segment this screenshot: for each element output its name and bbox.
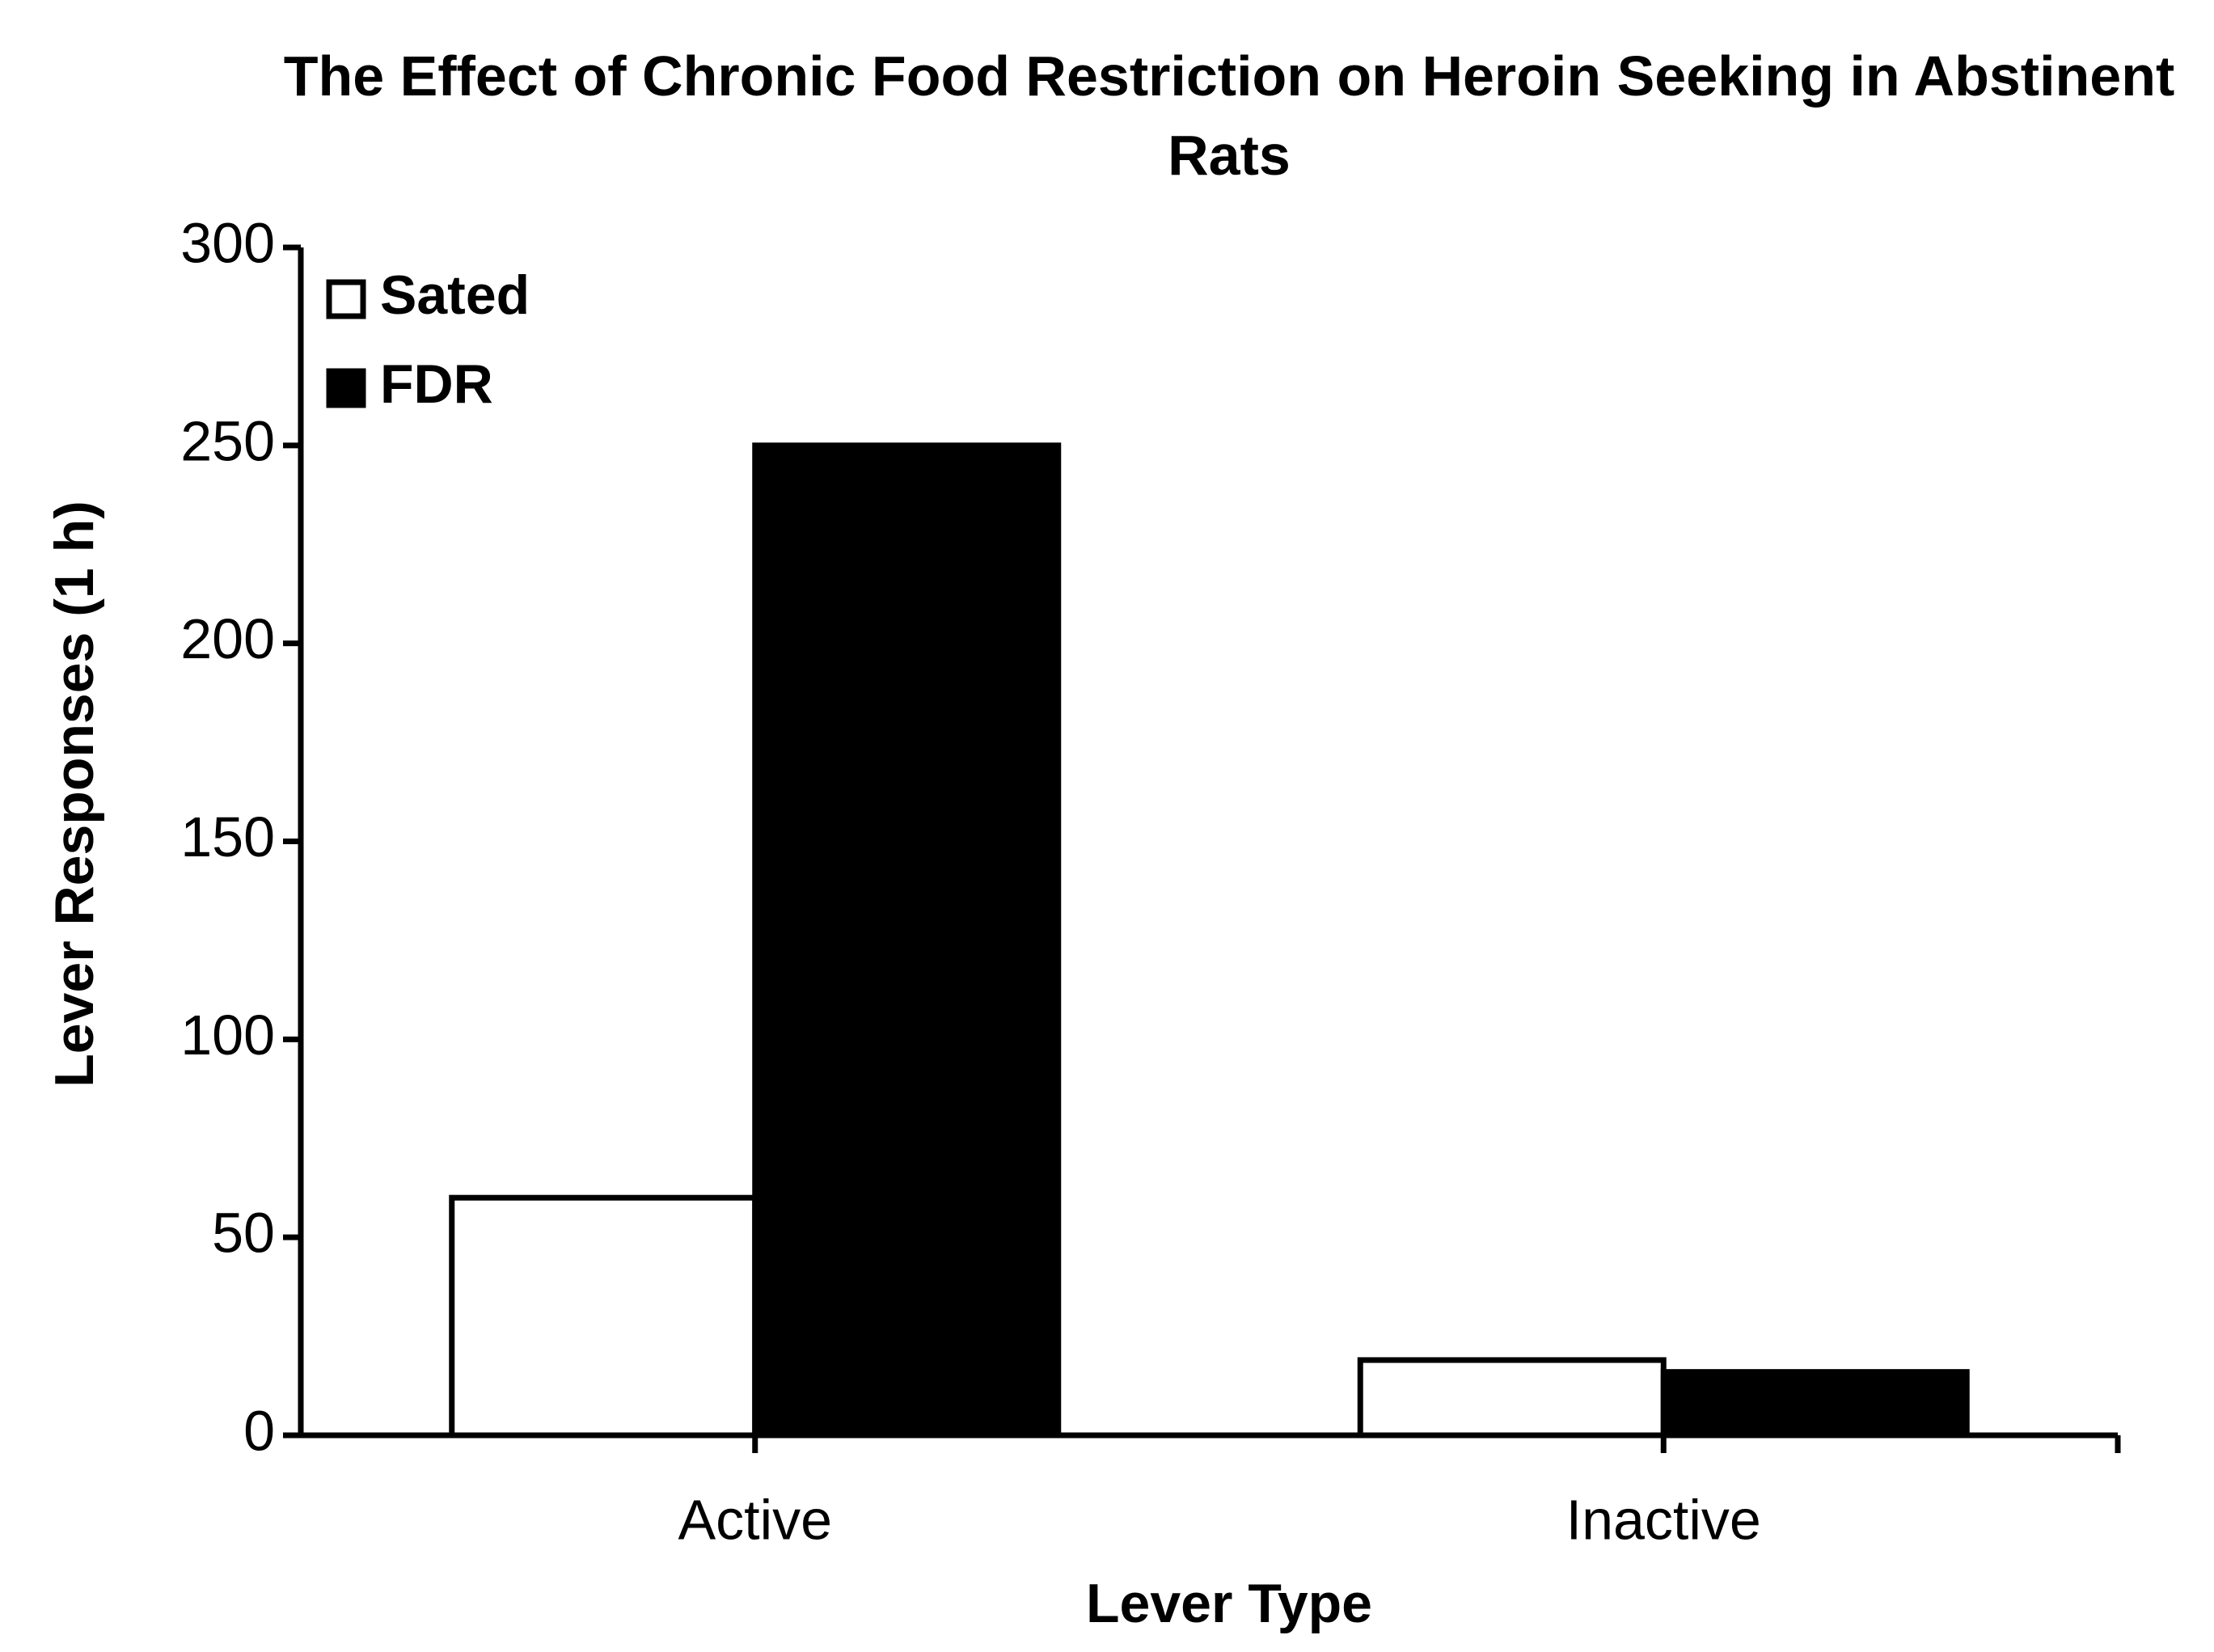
bar [752, 442, 1062, 1439]
bar [449, 1194, 758, 1439]
y-tick-label: 200 [180, 607, 275, 670]
y-tick-label: 100 [180, 1003, 275, 1067]
bar [1357, 1357, 1667, 1439]
legend-swatch [326, 368, 366, 408]
y-tick-label: 0 [243, 1399, 275, 1462]
x-tick-label: Active [678, 1488, 832, 1551]
y-tick-label: 150 [180, 805, 275, 868]
legend-label: Sated [380, 264, 530, 326]
x-axis-label: Lever Type [1086, 1573, 1372, 1634]
legend-swatch [326, 279, 366, 319]
x-tick-label: Inactive [1566, 1488, 1761, 1551]
chart-title: The Effect of Chronic Food Restriction o… [283, 44, 2175, 187]
y-tick-label: 250 [180, 409, 275, 472]
y-tick-label: 300 [180, 211, 275, 274]
bar [1660, 1369, 1970, 1439]
y-tick-label: 50 [212, 1202, 275, 1265]
y-axis-label: Lever Responses (1 h) [44, 501, 105, 1088]
legend-label: FDR [380, 353, 493, 415]
